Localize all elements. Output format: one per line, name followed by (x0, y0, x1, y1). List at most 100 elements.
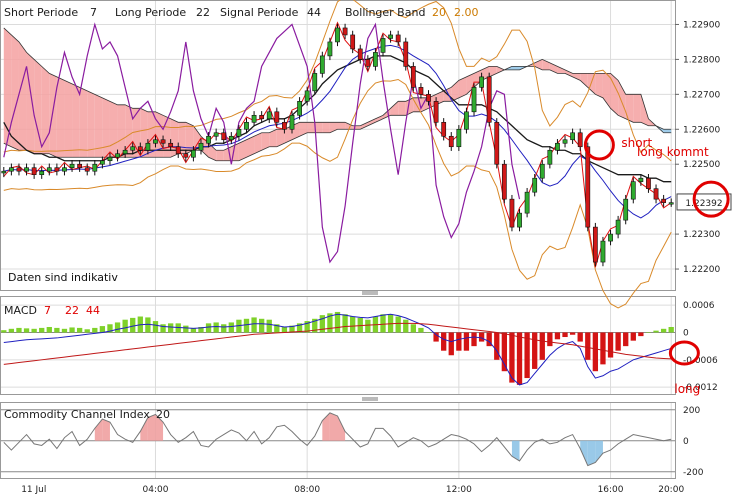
macd-histogram-bar (152, 321, 159, 333)
candle-down (426, 94, 431, 102)
candle-down (486, 76, 492, 123)
panel-frame-0 (0, 0, 676, 291)
candle-down (357, 48, 363, 60)
ichimoku-cloud-segment (56, 76, 65, 158)
blue-moving-average (3, 44, 672, 219)
ichimoku-cloud-segment (580, 73, 588, 88)
ichimoku-cloud-segment (3, 27, 12, 147)
macd-histogram-bar (76, 327, 83, 333)
macd-histogram-bar (205, 323, 212, 333)
candle-down (365, 59, 371, 67)
candle-down (501, 163, 507, 200)
panel-resize-handle[interactable] (362, 291, 378, 295)
macd-histogram-bar (296, 323, 303, 333)
cci-extreme-fill (147, 414, 156, 441)
ichimoku-cloud-segment (185, 122, 194, 154)
panel-resize-handle[interactable] (362, 397, 378, 401)
macd-histogram-bar (668, 326, 674, 333)
candle-up (236, 128, 242, 137)
macd-histogram-bar (107, 324, 113, 333)
macd-histogram-bar (130, 317, 136, 333)
ichimoku-cloud-segment (269, 129, 277, 147)
macd-histogram-bar (539, 332, 545, 360)
ichimoku-cloud-segment (572, 73, 581, 81)
candle-down (77, 163, 83, 169)
cci-tick-label: -200 (683, 468, 704, 478)
macd-signal-line (3, 322, 672, 365)
macd-histogram-bar (600, 332, 606, 365)
ichimoku-cloud-segment (216, 150, 224, 161)
macd-histogram-bar (403, 319, 409, 333)
candle-down (16, 167, 22, 172)
candle-up (8, 167, 14, 172)
short-periode-value: 7 (90, 6, 97, 19)
cci-line (3, 412, 672, 467)
macd-histogram-bar (410, 324, 416, 333)
ichimoku-cloud-segment (79, 87, 88, 158)
macd-histogram-bar (312, 318, 318, 333)
candle-down (259, 115, 265, 120)
candle-down (585, 146, 591, 228)
candle-down (282, 121, 287, 130)
macd-param-long: 22 (65, 304, 79, 317)
macd-histogram-bar (8, 328, 15, 333)
macd-histogram-bar (532, 332, 538, 369)
price-tick-label: 1.22600 (683, 125, 720, 135)
candle-down (646, 177, 651, 189)
ichimoku-cloud-segment (41, 66, 50, 154)
candle-down (653, 188, 659, 200)
macd-histogram-bar (516, 332, 523, 385)
price-tick-label: 1.22900 (683, 20, 720, 30)
x-tick-label: 16:00 (598, 485, 624, 495)
candle-up (638, 177, 644, 182)
ichimoku-cloud-segment (625, 94, 634, 123)
cloud-upper-line (3, 27, 672, 151)
macd-histogram-bar (395, 316, 401, 333)
ichimoku-cloud-segment (87, 90, 95, 158)
macd-long-annotation: long (674, 382, 700, 396)
ichimoku-cloud-segment (11, 34, 19, 151)
ichimoku-cloud-segment (109, 101, 118, 158)
ichimoku-cloud-segment (254, 132, 262, 154)
cci-extreme-fill (94, 419, 103, 441)
lagging-span-line (3, 22, 521, 264)
candle-down (441, 121, 447, 137)
macd-histogram-bar (350, 316, 356, 333)
macd-histogram-bar (99, 326, 106, 333)
ichimoku-cloud-segment (542, 59, 550, 70)
bollinger-upper-band (3, 0, 672, 162)
ichimoku-cloud-segment (299, 122, 308, 137)
macd-histogram-bar (122, 319, 128, 333)
macd-param-signal: 44 (86, 304, 100, 317)
macd-histogram-bar (334, 311, 341, 333)
ichimoku-cloud-segment (466, 73, 475, 95)
macd-histogram-bar (456, 332, 462, 351)
candle-down (84, 167, 90, 172)
bollinger-band-label: Bollinger Band (345, 6, 425, 19)
macd-histogram-bar (39, 327, 45, 333)
ichimoku-cloud-segment (276, 129, 285, 147)
macd-histogram-bar (463, 332, 470, 351)
candle-down (274, 111, 280, 123)
macd-histogram-bar (16, 327, 22, 333)
ichimoku-cloud-segment (284, 125, 292, 144)
macd-histogram-bar (61, 328, 68, 333)
macd-histogram-bar (441, 332, 447, 351)
candle-up (251, 115, 257, 123)
red-moving-average (3, 21, 672, 268)
macd-histogram-bar (221, 324, 227, 333)
long-periode-value: 22 (196, 6, 210, 19)
ichimoku-cloud-segment (360, 122, 368, 130)
ichimoku-cloud-segment (557, 66, 566, 74)
candle-up (373, 52, 378, 67)
x-tick-label: 12:00 (446, 485, 472, 495)
ichimoku-cloud-segment (314, 122, 323, 133)
ichimoku-cloud-segment (34, 59, 42, 154)
macd-long-circle (668, 340, 700, 366)
candle-down (175, 146, 181, 155)
ichimoku-cloud-segment (246, 136, 255, 158)
price-legend: Short Periode 7 Long Periode 22 Signal P… (4, 6, 479, 284)
ichimoku-cloud-segment (451, 80, 459, 102)
macd-histogram-bar (92, 327, 98, 333)
candle-down (221, 132, 227, 141)
